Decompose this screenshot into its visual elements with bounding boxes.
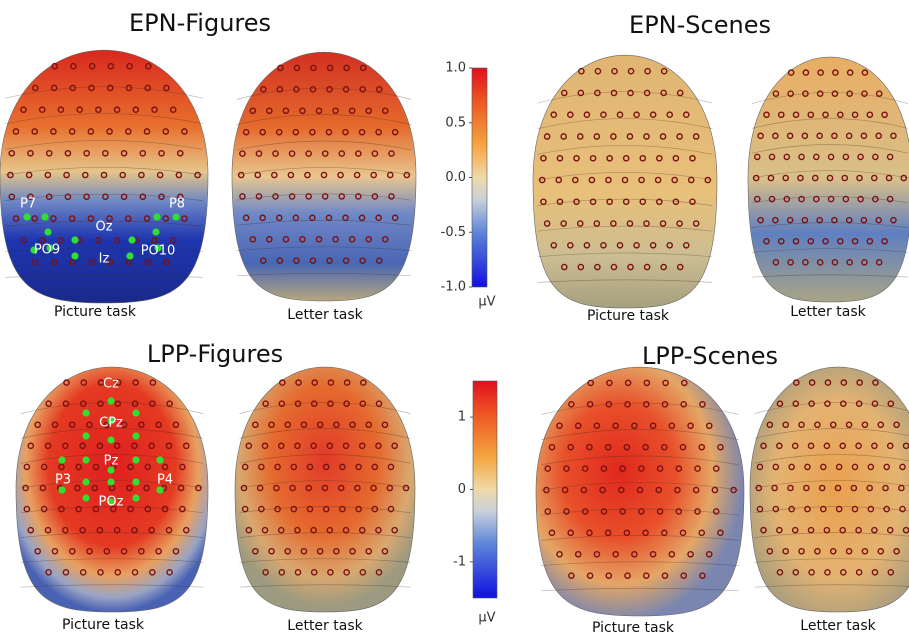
map-label: Picture task [54,304,137,320]
electrode-label: PO9 [34,243,60,258]
highlight-electrode [132,432,139,439]
colorbar-tick-label: 1.0 [445,61,466,76]
highlight-electrode [107,478,114,485]
electrode-label: P3 [55,473,71,488]
highlight-electrode [107,436,114,443]
highlight-electrode [132,456,139,463]
electrode-label: PO10 [141,244,176,259]
electrode-label: Oz [95,220,112,235]
map-label: Letter task [790,304,866,320]
panel-title: EPN-Figures [129,9,271,37]
highlight-electrode [132,409,139,416]
figure: EPN-Figures Picture task Letter task P7 P8 Oz… [0,0,909,637]
highlight-electrode [41,213,48,220]
colorbar-tick-label: 0.5 [445,115,466,130]
colorbar-tick-label: 1 [458,410,466,425]
highlight-electrode [71,236,78,243]
colorbar-tick-label: -0.5 [441,225,466,240]
highlight-electrode [71,252,78,259]
colorbar-tick-label: -1 [453,554,466,569]
highlight-electrode [172,213,179,220]
highlight-electrode [153,213,160,220]
panel-title: LPP-Figures [147,340,283,368]
electrode-label: Iz [99,252,110,267]
highlight-electrode [132,494,139,501]
highlight-electrode [82,494,89,501]
colorbar-tick-label: 0.0 [445,170,466,185]
highlight-electrode [58,456,65,463]
colorbar-tick-label: 0 [458,482,466,497]
electrode-label: P4 [157,473,173,488]
highlight-electrode [82,432,89,439]
highlight-electrode [152,228,159,235]
colorbar [473,381,497,598]
colorbar-tick-label: -1.0 [441,280,466,295]
map-label: Letter task [287,618,363,634]
colorbar-unit: µV [478,611,495,626]
panel-title: LPP-Scenes [642,342,778,370]
highlight-electrode [128,236,135,243]
map-label: Picture task [592,620,675,636]
electrode-label: CPz [99,416,123,431]
colorbar-unit: µV [478,295,495,310]
highlight-electrode [23,213,30,220]
electrode-label: Pz [104,454,119,469]
map-label: Letter task [800,618,876,634]
highlight-electrode [126,252,133,259]
map-label: Picture task [587,308,670,324]
electrode-label: P8 [169,197,185,212]
highlight-electrode [107,397,114,404]
colorbar [472,68,487,287]
highlight-electrode [82,409,89,416]
highlight-electrode [44,228,51,235]
electrode-label: Cz [103,377,119,392]
highlight-electrode [82,478,89,485]
map-label: Picture task [62,617,145,633]
electrode-label: P7 [20,197,36,212]
panel-title: EPN-Scenes [629,11,771,39]
highlight-electrode [82,456,89,463]
highlight-electrode [132,478,139,485]
map-label: Letter task [287,307,363,323]
electrode-label: POz [99,495,124,510]
highlight-electrode [156,456,163,463]
